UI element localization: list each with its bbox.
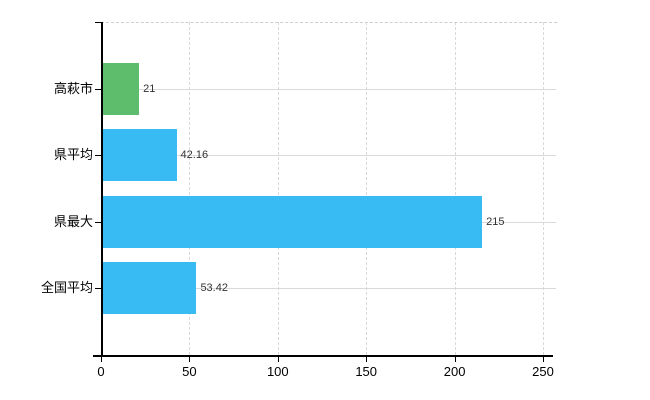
y-axis-tick [95, 155, 101, 157]
y-axis-tick [95, 221, 101, 223]
x-axis-tick [366, 355, 368, 362]
bar-value-label: 21 [143, 82, 156, 95]
y-axis-tick [95, 88, 101, 90]
category-label: 県最大 [53, 213, 93, 229]
gridline-vertical [543, 22, 544, 355]
y-axis-tick [95, 288, 101, 290]
gridline-horizontal [101, 155, 556, 157]
category-label: 県平均 [53, 147, 93, 163]
gridline-vertical [189, 22, 191, 355]
x-tick-label: 0 [97, 364, 105, 379]
x-axis-tick [277, 355, 279, 362]
y-axis-top-tick [95, 22, 101, 23]
x-tick-label: 200 [443, 364, 466, 379]
gridline-vertical [366, 22, 368, 355]
bar-県平均 [102, 129, 177, 182]
x-axis-tick [454, 355, 456, 362]
x-tick-label: 100 [266, 364, 289, 379]
x-tick-label: 150 [355, 364, 378, 379]
y-axis [101, 22, 103, 355]
x-tick-label: 250 [532, 364, 554, 379]
bar-全国平均 [102, 262, 197, 315]
bar-value-label: 53.42 [200, 282, 228, 295]
x-axis-tick [189, 355, 191, 362]
gridline-horizontal [101, 88, 556, 90]
x-axis [93, 355, 553, 357]
gridline-vertical [277, 22, 279, 355]
x-axis-tick [543, 355, 544, 362]
category-label: 全国平均 [40, 280, 93, 296]
bar-高萩市 [102, 62, 140, 115]
plot-top-border [101, 22, 557, 23]
x-tick-label: 50 [182, 364, 197, 379]
bar-県最大 [102, 195, 483, 248]
bar-value-label: 215 [486, 215, 505, 228]
gridline-vertical [454, 22, 456, 355]
x-axis-tick [101, 355, 102, 362]
category-label: 高萩市 [53, 80, 93, 96]
gridline-horizontal [101, 288, 556, 290]
bar-value-label: 42.16 [180, 149, 209, 162]
